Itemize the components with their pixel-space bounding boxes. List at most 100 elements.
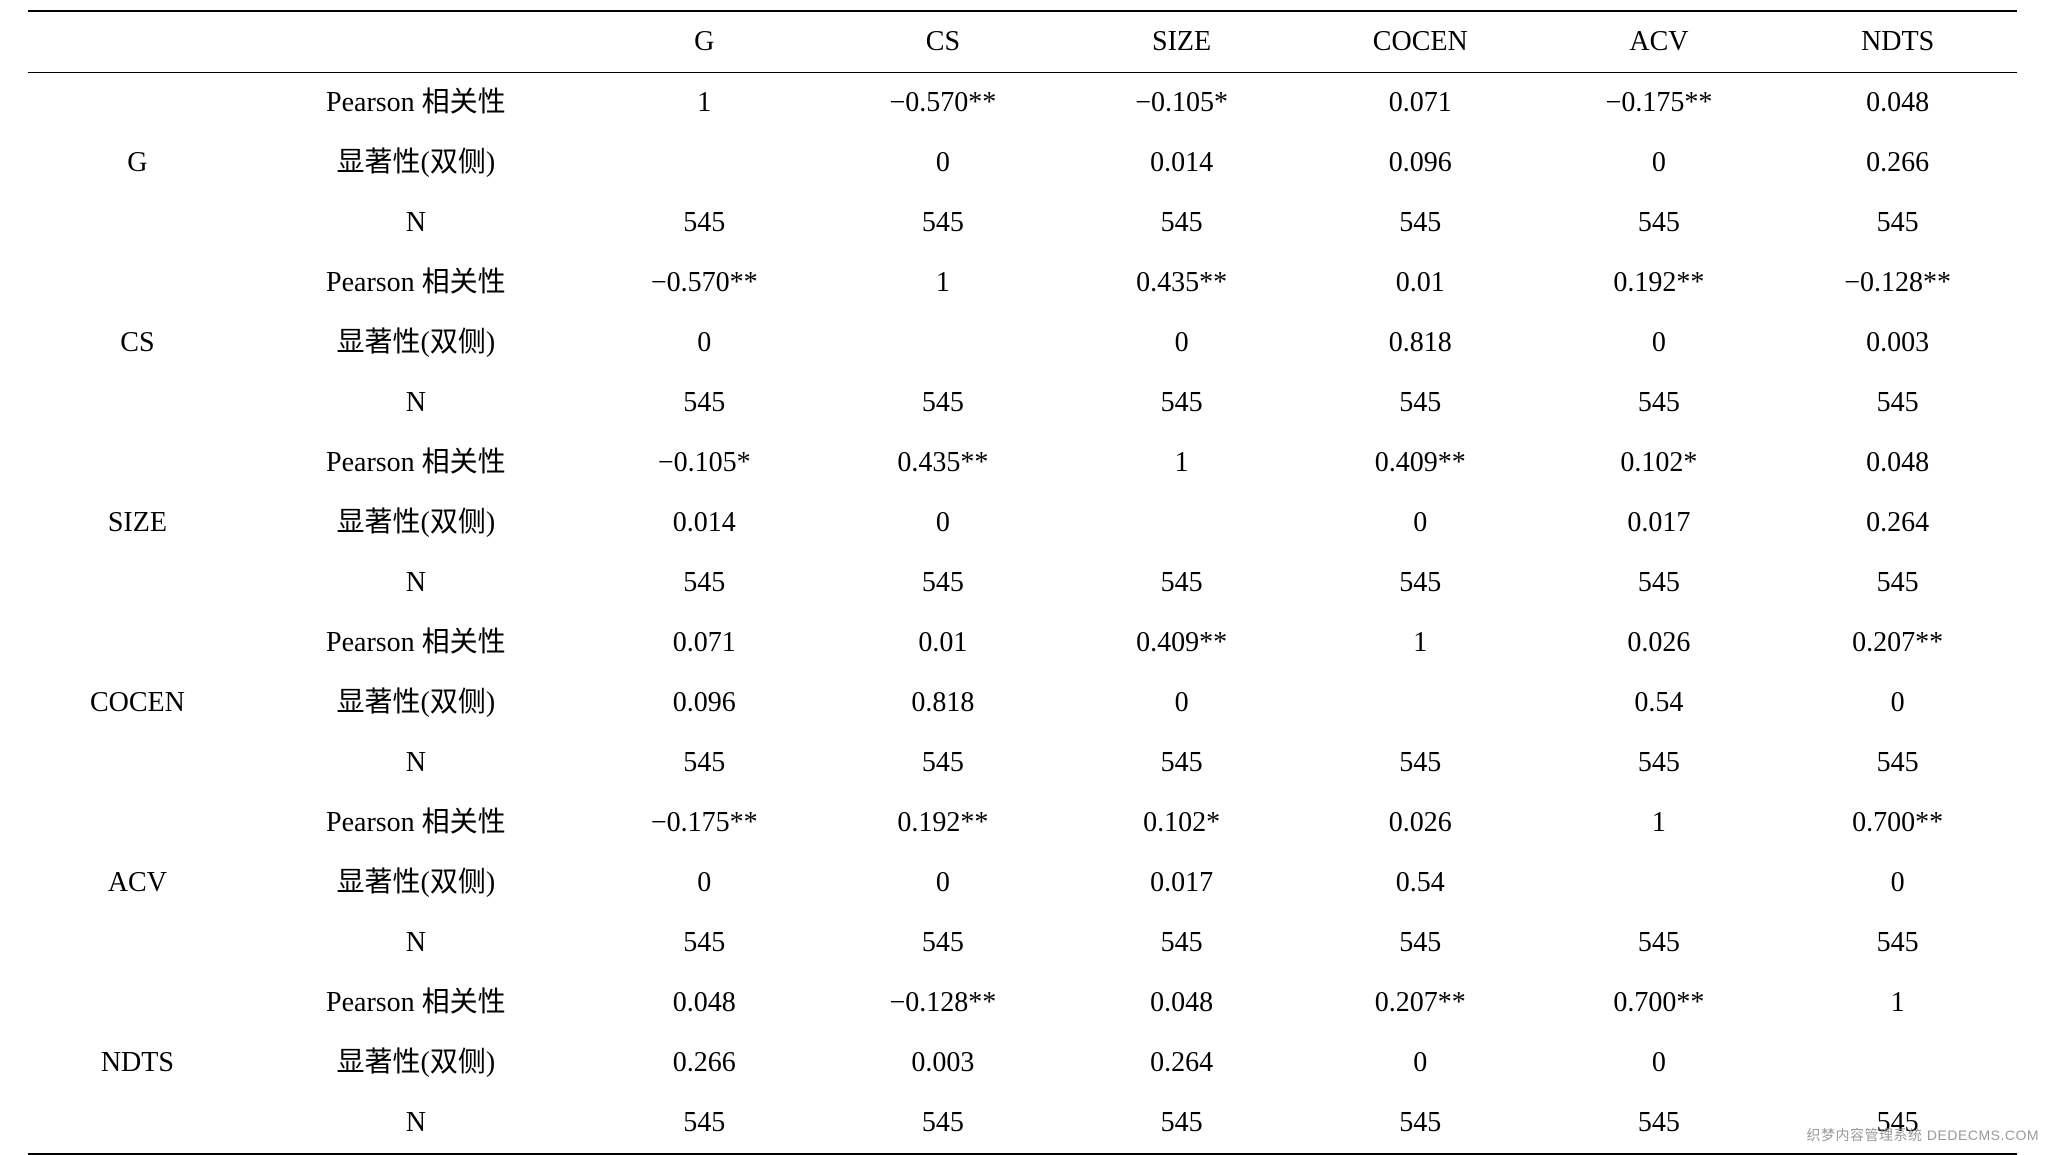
data-cell: 545 xyxy=(1062,373,1301,433)
table-row: Pearson 相关性0.0710.010.409**10.0260.207** xyxy=(28,613,2017,673)
data-cell: 545 xyxy=(1540,553,1779,613)
table-row: Pearson 相关性1−0.570**−0.105*0.071−0.175**… xyxy=(28,73,2017,134)
var-cell-blank xyxy=(28,253,247,313)
data-cell: 0.01 xyxy=(1301,253,1540,313)
stat-label-n: N xyxy=(247,1093,585,1154)
data-cell: 0.048 xyxy=(1778,73,2017,134)
table-header: G CS SIZE COCEN ACV NDTS xyxy=(28,11,2017,73)
table-row: Pearson 相关性0.048−0.128**0.0480.207**0.70… xyxy=(28,973,2017,1033)
variable-label: NDTS xyxy=(28,1033,247,1093)
data-cell: 0.435** xyxy=(1062,253,1301,313)
data-cell: 545 xyxy=(1301,733,1540,793)
data-cell: 0 xyxy=(1540,313,1779,373)
stat-label-sig: 显著性(双侧) xyxy=(247,133,585,193)
data-cell: 0 xyxy=(1540,133,1779,193)
var-cell-blank xyxy=(28,613,247,673)
data-cell: 0.818 xyxy=(1301,313,1540,373)
col-header-blank-2 xyxy=(247,11,585,73)
data-cell: 545 xyxy=(1540,913,1779,973)
stat-label-pearson: Pearson 相关性 xyxy=(247,73,585,134)
stat-label-pearson: Pearson 相关性 xyxy=(247,613,585,673)
data-cell: 0.003 xyxy=(824,1033,1063,1093)
data-cell xyxy=(1301,673,1540,733)
data-cell: −0.128** xyxy=(824,973,1063,1033)
data-cell: −0.570** xyxy=(824,73,1063,134)
table-row: Pearson 相关性−0.570**10.435**0.010.192**−0… xyxy=(28,253,2017,313)
data-cell: 545 xyxy=(1778,193,2017,253)
data-cell: 545 xyxy=(1062,193,1301,253)
var-cell-blank xyxy=(28,553,247,613)
table-row: CS显著性(双侧)000.81800.003 xyxy=(28,313,2017,373)
data-cell: 0.700** xyxy=(1778,793,2017,853)
data-cell: 0.102* xyxy=(1540,433,1779,493)
table-row: N545545545545545545 xyxy=(28,553,2017,613)
data-cell: 545 xyxy=(1062,733,1301,793)
var-cell-blank xyxy=(28,793,247,853)
table-row: NDTS显著性(双侧)0.2660.0030.26400 xyxy=(28,1033,2017,1093)
data-cell: 0.409** xyxy=(1301,433,1540,493)
table-row: ACV显著性(双侧)000.0170.540 xyxy=(28,853,2017,913)
data-cell: 0.096 xyxy=(585,673,824,733)
correlation-table: G CS SIZE COCEN ACV NDTS Pearson 相关性1−0.… xyxy=(28,10,2017,1155)
data-cell: 0.048 xyxy=(585,973,824,1033)
col-header-cs: CS xyxy=(824,11,1063,73)
variable-label: COCEN xyxy=(28,673,247,733)
data-cell: 545 xyxy=(1301,193,1540,253)
data-cell: 1 xyxy=(824,253,1063,313)
data-cell: 0.264 xyxy=(1778,493,2017,553)
data-cell: 0.003 xyxy=(1778,313,2017,373)
var-cell-blank xyxy=(28,1093,247,1154)
data-cell: 0.026 xyxy=(1540,613,1779,673)
var-cell-blank xyxy=(28,973,247,1033)
data-cell: 545 xyxy=(1301,373,1540,433)
variable-label: CS xyxy=(28,313,247,373)
table-header-row: G CS SIZE COCEN ACV NDTS xyxy=(28,11,2017,73)
stat-label-pearson: Pearson 相关性 xyxy=(247,433,585,493)
table-row: N545545545545545545 xyxy=(28,913,2017,973)
data-cell: 545 xyxy=(585,193,824,253)
table-row: Pearson 相关性−0.175**0.192**0.102*0.02610.… xyxy=(28,793,2017,853)
data-cell: 0.818 xyxy=(824,673,1063,733)
table-row: N545545545545545545 xyxy=(28,1093,2017,1154)
data-cell xyxy=(1540,853,1779,913)
data-cell: 545 xyxy=(824,373,1063,433)
data-cell: 0.026 xyxy=(1301,793,1540,853)
table-row: Pearson 相关性−0.105*0.435**10.409**0.102*0… xyxy=(28,433,2017,493)
stat-label-pearson: Pearson 相关性 xyxy=(247,793,585,853)
col-header-cocen: COCEN xyxy=(1301,11,1540,73)
table-row: SIZE显著性(双侧)0.014000.0170.264 xyxy=(28,493,2017,553)
data-cell: 0.409** xyxy=(1062,613,1301,673)
data-cell: 0.017 xyxy=(1062,853,1301,913)
data-cell: 0 xyxy=(824,133,1063,193)
data-cell: 0.192** xyxy=(1540,253,1779,313)
data-cell: 0.014 xyxy=(585,493,824,553)
table-row: N545545545545545545 xyxy=(28,373,2017,433)
stat-label-sig: 显著性(双侧) xyxy=(247,673,585,733)
data-cell: 1 xyxy=(1778,973,2017,1033)
col-header-size: SIZE xyxy=(1062,11,1301,73)
data-cell: 0.014 xyxy=(1062,133,1301,193)
data-cell: 545 xyxy=(1778,733,2017,793)
data-cell: 545 xyxy=(1301,913,1540,973)
stat-label-n: N xyxy=(247,193,585,253)
table-row: G显著性(双侧)00.0140.09600.266 xyxy=(28,133,2017,193)
data-cell: 0 xyxy=(585,313,824,373)
data-cell: −0.570** xyxy=(585,253,824,313)
stat-label-pearson: Pearson 相关性 xyxy=(247,253,585,313)
data-cell: 0.102* xyxy=(1062,793,1301,853)
data-cell: 0 xyxy=(1778,673,2017,733)
var-cell-blank xyxy=(28,433,247,493)
data-cell: 545 xyxy=(824,913,1063,973)
data-cell: 1 xyxy=(1301,613,1540,673)
data-cell: 0 xyxy=(1301,1033,1540,1093)
data-cell: 0 xyxy=(1778,853,2017,913)
data-cell: 0.192** xyxy=(824,793,1063,853)
data-cell: 545 xyxy=(1778,1093,2017,1154)
data-cell: 0.071 xyxy=(585,613,824,673)
data-cell: −0.105* xyxy=(1062,73,1301,134)
page-wrap: G CS SIZE COCEN ACV NDTS Pearson 相关性1−0.… xyxy=(0,0,2045,1149)
data-cell: 545 xyxy=(824,553,1063,613)
data-cell: 545 xyxy=(1778,913,2017,973)
table-row: N545545545545545545 xyxy=(28,733,2017,793)
var-cell-blank xyxy=(28,913,247,973)
